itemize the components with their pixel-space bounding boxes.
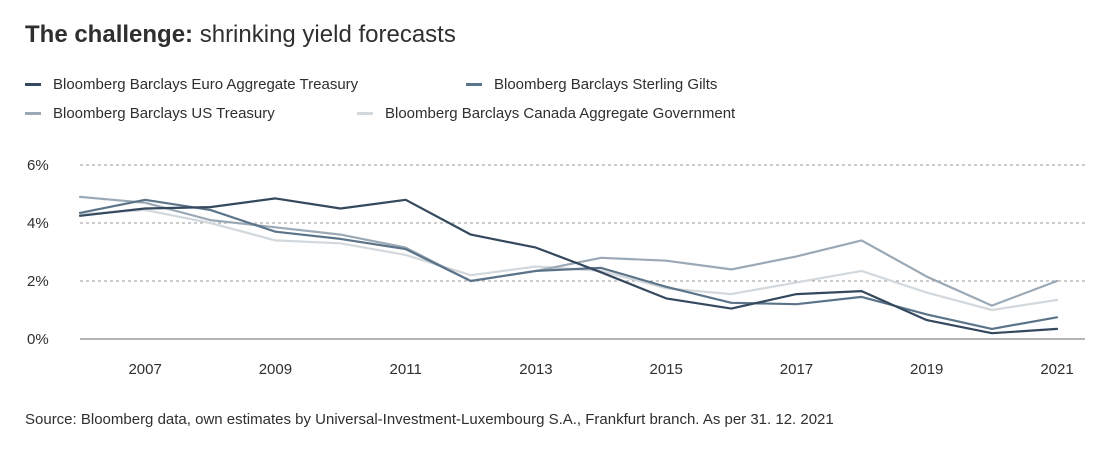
- legend-item: Bloomberg Barclays Sterling Gilts: [466, 76, 717, 93]
- chart-title-light: shrinking yield forecasts: [199, 21, 456, 48]
- legend-item: Bloomberg Barclays Canada Aggregate Gove…: [357, 105, 735, 122]
- chart-title-bold: The challenge:: [25, 21, 194, 48]
- series-line-3: [78, 195, 1059, 307]
- legend-label: Bloomberg Barclays Sterling Gilts: [494, 76, 718, 93]
- legend-swatch: [25, 83, 41, 86]
- x-tick-label: 2015: [650, 361, 683, 378]
- legend-item: Bloomberg Barclays US Treasury: [25, 105, 275, 122]
- series-line-1: [78, 197, 1059, 335]
- chart-legend: Bloomberg Barclays Euro Aggregate Treasu…: [0, 0, 1110, 140]
- source-note: Source: Bloomberg data, own estimates by…: [25, 411, 834, 428]
- x-tick-label: 2021: [1040, 361, 1073, 378]
- y-tick-label: 6%: [27, 157, 49, 174]
- x-tick-label: 2019: [910, 361, 943, 378]
- x-tick-label: 2009: [259, 361, 292, 378]
- y-tick-label: 0%: [27, 331, 49, 348]
- legend-swatch: [466, 83, 482, 86]
- y-tick-label: 2%: [27, 273, 49, 290]
- chart-title: The challenge: shrinking yield forecasts: [25, 20, 456, 50]
- legend-label: Bloomberg Barclays US Treasury: [53, 105, 275, 122]
- legend-item: Bloomberg Barclays Euro Aggregate Treasu…: [25, 76, 358, 93]
- x-tick-label: 2011: [390, 361, 422, 378]
- x-tick-label: 2007: [128, 361, 161, 378]
- legend-label: Bloomberg Barclays Canada Aggregate Gove…: [385, 105, 736, 122]
- legend-swatch: [357, 112, 373, 115]
- x-tick-label: 2013: [519, 361, 552, 378]
- legend-swatch: [25, 112, 41, 115]
- y-tick-label: 4%: [27, 215, 49, 232]
- x-tick-label: 2017: [780, 361, 813, 378]
- legend-label: Bloomberg Barclays Euro Aggregate Treasu…: [53, 76, 359, 93]
